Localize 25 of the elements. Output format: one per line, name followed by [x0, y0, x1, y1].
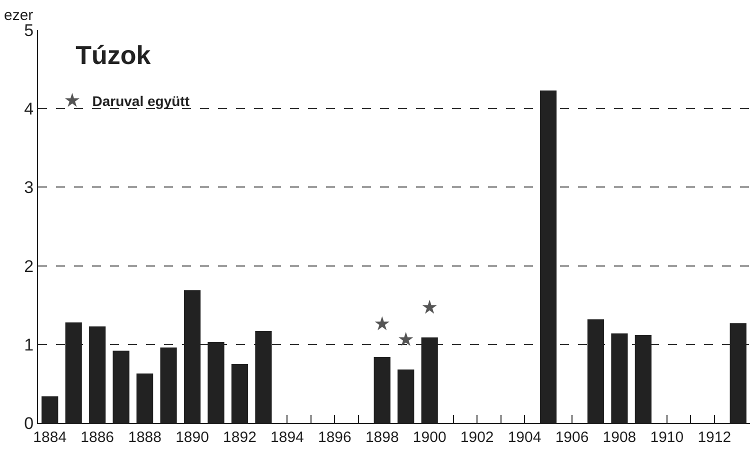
x-tick-label: 1884	[33, 429, 67, 446]
legend-label: Daruval együtt	[92, 93, 190, 110]
x-tick-label: 1908	[602, 429, 636, 446]
chart-title: Túzok	[76, 40, 152, 70]
y-tick-label: 2	[24, 256, 34, 276]
x-tick-label: 1890	[176, 429, 209, 446]
x-tick-label: 1898	[365, 429, 399, 446]
y-tick-label: 1	[24, 335, 34, 354]
x-tick-label: 1894	[270, 429, 304, 446]
x-tick-label: 1896	[318, 429, 352, 446]
x-tick-label: 1888	[128, 429, 162, 446]
x-tick-label: 1910	[650, 429, 684, 446]
x-tick-label: 1892	[223, 429, 256, 446]
point	[374, 316, 390, 330]
y-tick-label: 3	[24, 178, 34, 198]
y-tick-label: 0	[24, 414, 34, 433]
x-tick-label: 1902	[460, 429, 494, 446]
point	[398, 332, 414, 346]
x-tick-label: 1886	[80, 429, 114, 446]
point	[422, 300, 437, 314]
x-tick-label: 1912	[698, 429, 732, 446]
x-tick-label: 1906	[555, 429, 589, 446]
x-tick-label: 1904	[508, 429, 542, 446]
x-tick-label: 1900	[412, 429, 446, 446]
y-tick-label: 4	[24, 100, 34, 119]
